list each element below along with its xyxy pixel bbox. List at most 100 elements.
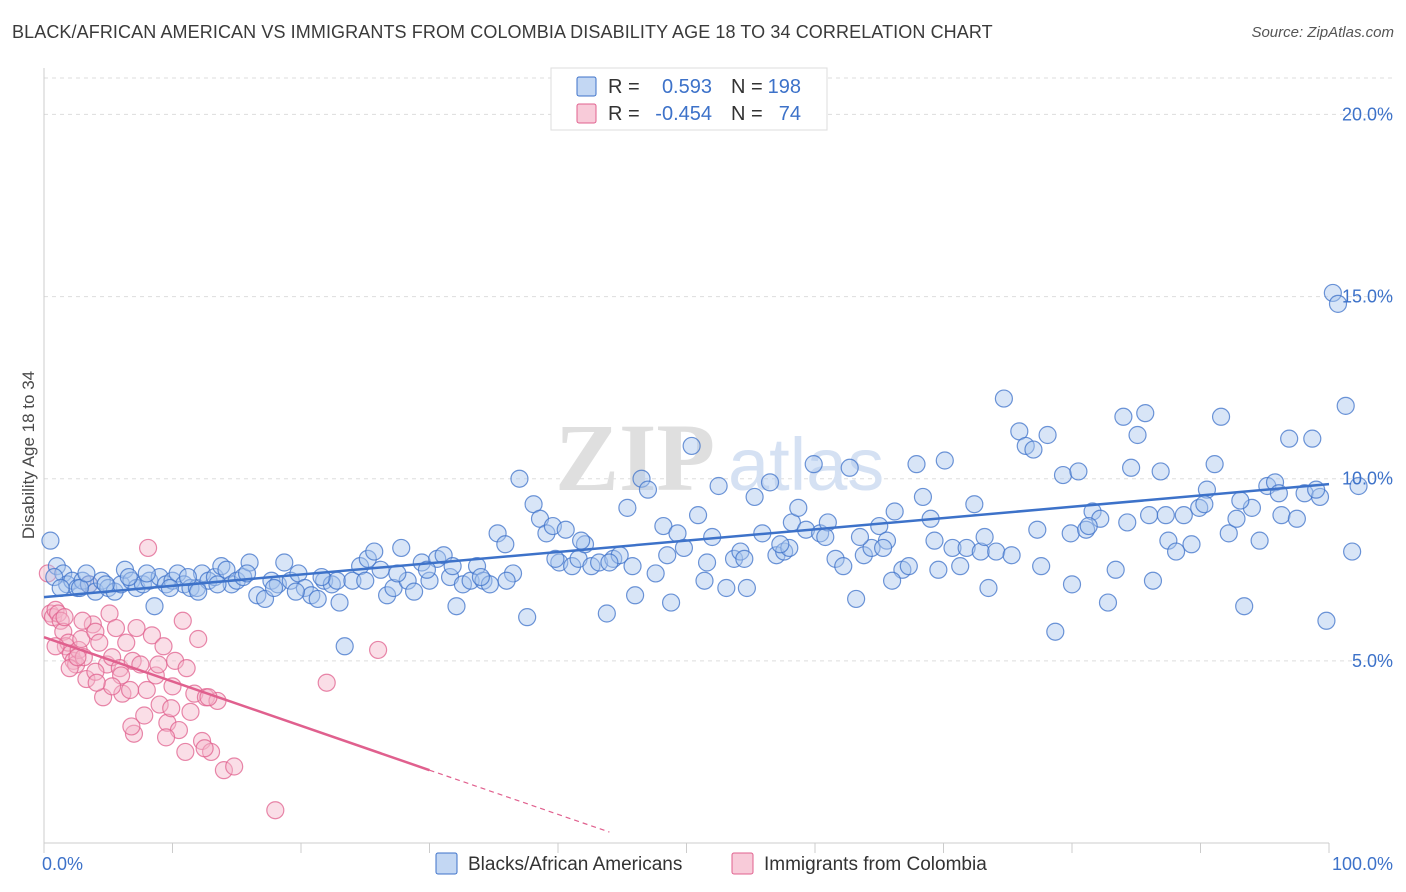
point-black-164	[1166, 542, 1186, 561]
tick-labels: 5.0% 10.0% 15.0% 20.0% 0.0% 100.0%	[42, 104, 1393, 874]
point-colombia-68	[122, 717, 141, 736]
point-black-155	[1098, 593, 1118, 612]
point-colombia-24	[106, 618, 126, 638]
point-black-42	[295, 578, 314, 598]
point-black-150	[1061, 524, 1080, 543]
point-black-192	[189, 582, 208, 601]
point-black-132	[929, 560, 948, 579]
point-black-234	[1231, 491, 1250, 510]
point-black-230	[1079, 516, 1098, 536]
point-colombia-19	[90, 633, 109, 652]
point-black-178	[1272, 506, 1291, 525]
point-colombia-62	[195, 739, 214, 758]
point-black-57	[398, 571, 417, 590]
point-black-139	[979, 578, 998, 598]
point-black-154	[1091, 509, 1110, 528]
point-black-145	[1024, 440, 1043, 459]
point-colombia-64	[73, 611, 92, 630]
point-black-85	[590, 553, 609, 572]
point-black-216	[471, 567, 490, 587]
point-black-106	[737, 578, 756, 598]
point-black-102	[709, 476, 728, 496]
point-black-185	[1323, 283, 1342, 303]
point-colombia-52	[225, 757, 244, 776]
point-black-98	[682, 436, 701, 456]
point-black-217	[546, 549, 565, 568]
point-colombia-59	[137, 680, 156, 700]
point-black-133	[935, 451, 954, 470]
point-black-199	[1139, 506, 1159, 525]
point-black-193	[330, 593, 349, 612]
point-black-1	[47, 557, 66, 576]
point-colombia-61	[176, 742, 195, 762]
point-black-231	[1118, 513, 1137, 532]
legend-swatch-0	[576, 76, 597, 97]
point-black-109	[760, 473, 780, 492]
axes: Disability Age 18 to 34	[19, 68, 1330, 853]
bottom-legend-label-0: Blacks/African Americans	[468, 854, 682, 875]
point-colombia-43	[177, 659, 196, 678]
point-black-171	[1219, 524, 1238, 543]
point-black-227	[925, 531, 944, 550]
point-colombia-30	[127, 618, 146, 638]
watermark-atlas: atlas	[728, 423, 884, 506]
point-black-113	[789, 498, 808, 517]
point-colombia-42	[173, 611, 192, 630]
bottom-legend-swatch-0	[435, 852, 458, 875]
point-black-173	[1235, 597, 1254, 616]
trend-line-colombia-extension	[429, 769, 610, 833]
point-colombia-39	[162, 699, 181, 718]
point-black-12	[111, 575, 131, 594]
point-black-126	[885, 502, 904, 521]
point-colombia-63	[124, 724, 144, 743]
point-black-92	[638, 480, 658, 499]
y-tick-label-2: 15.0%	[1342, 287, 1393, 307]
point-black-146	[1032, 557, 1051, 576]
point-colombia-44	[181, 702, 200, 721]
point-black-170	[1211, 407, 1231, 426]
point-colombia-13	[72, 629, 91, 649]
point-black-34	[240, 553, 259, 572]
point-black-180	[1287, 509, 1306, 528]
point-black-0	[41, 531, 60, 550]
trend-line-black	[43, 482, 1330, 599]
point-black-162	[1151, 462, 1170, 481]
point-black-161	[1143, 571, 1163, 590]
y-tick-label-1: 10.0%	[1342, 469, 1393, 489]
point-black-115	[804, 455, 823, 474]
chart-title: BLACK/AFRICAN AMERICAN VS IMMIGRANTS FRO…	[12, 22, 993, 42]
point-black-53	[371, 560, 390, 579]
point-black-153	[1083, 502, 1102, 521]
legend-n-value-1: 74	[779, 103, 801, 125]
trend-lines	[43, 482, 1330, 833]
point-black-147	[1038, 425, 1057, 445]
legend-r-label-1: R =	[608, 103, 640, 125]
point-black-97	[674, 538, 694, 558]
point-black-47	[327, 571, 347, 590]
point-black-179	[1280, 429, 1299, 448]
point-black-200	[45, 567, 64, 587]
point-colombia-6	[54, 622, 73, 641]
point-black-186	[1328, 294, 1348, 313]
point-black-210	[286, 582, 305, 601]
x-tick-label-1: 100.0%	[1332, 854, 1393, 874]
legend-n-label-1: N =	[731, 103, 763, 125]
legend: R = 0.593 N = 198 R = -0.454 N = 74	[550, 67, 828, 131]
point-black-177	[1265, 473, 1285, 492]
point-black-218	[572, 531, 591, 550]
point-black-55	[384, 578, 403, 598]
point-black-169	[1205, 455, 1224, 474]
point-colombia-33	[138, 538, 158, 558]
point-black-224	[816, 527, 835, 547]
point-colombia-51	[214, 761, 233, 780]
point-black-151	[1069, 462, 1088, 481]
point-black-181	[1295, 484, 1314, 503]
point-black-194	[497, 571, 516, 590]
series-black-points	[41, 283, 1368, 656]
x-tick-label-0: 0.0%	[42, 854, 83, 874]
point-black-157	[1114, 407, 1133, 426]
point-black-22	[168, 564, 187, 583]
legend-swatch-1	[576, 103, 597, 124]
point-black-198	[1062, 575, 1082, 594]
point-black-222	[735, 549, 754, 568]
